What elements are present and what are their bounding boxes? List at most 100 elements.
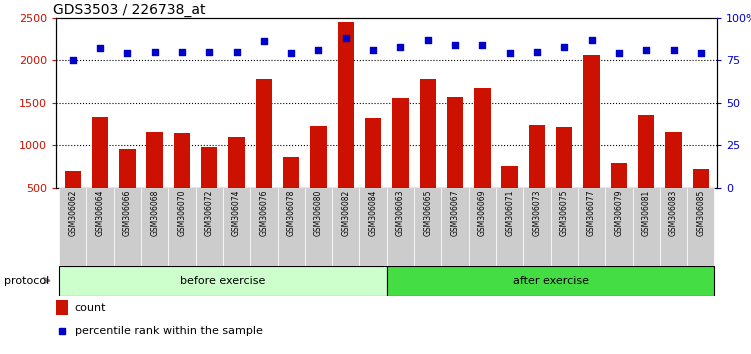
Bar: [255, 79, 272, 230]
Bar: [168, 188, 195, 266]
Text: GSM306078: GSM306078: [287, 190, 296, 236]
Point: [640, 47, 652, 53]
Text: GSM306076: GSM306076: [259, 190, 268, 236]
Bar: [250, 188, 278, 266]
Point: [531, 49, 543, 55]
Text: GSM306063: GSM306063: [396, 190, 405, 236]
Point: [258, 39, 270, 44]
Bar: [332, 188, 360, 266]
Point: [67, 57, 79, 63]
Text: GSM306081: GSM306081: [641, 190, 650, 236]
Text: protocol: protocol: [4, 275, 49, 286]
Point: [367, 47, 379, 53]
Text: GSM306064: GSM306064: [95, 190, 104, 236]
Bar: [283, 158, 300, 230]
Bar: [387, 266, 714, 296]
Point: [504, 51, 516, 56]
Bar: [665, 132, 682, 230]
Bar: [496, 188, 523, 266]
Bar: [692, 169, 709, 230]
Text: after exercise: after exercise: [513, 275, 589, 286]
Bar: [173, 133, 190, 230]
Text: GSM306074: GSM306074: [232, 190, 241, 236]
Point: [394, 44, 406, 50]
Bar: [86, 188, 113, 266]
Text: GSM306075: GSM306075: [559, 190, 569, 236]
Bar: [474, 88, 490, 230]
Bar: [310, 126, 327, 230]
Bar: [392, 98, 409, 230]
Bar: [113, 188, 141, 266]
Bar: [56, 300, 68, 315]
Bar: [469, 188, 496, 266]
Bar: [119, 149, 135, 230]
Bar: [584, 55, 600, 230]
Bar: [223, 188, 250, 266]
Point: [231, 49, 243, 55]
Bar: [687, 188, 714, 266]
Bar: [550, 188, 578, 266]
Text: GSM306070: GSM306070: [177, 190, 186, 236]
Point: [695, 51, 707, 56]
Point: [56, 329, 68, 334]
Text: GSM306069: GSM306069: [478, 190, 487, 236]
Text: GSM306079: GSM306079: [614, 190, 623, 236]
Point: [449, 42, 461, 48]
Bar: [92, 117, 108, 230]
Point: [339, 35, 351, 41]
Bar: [523, 188, 550, 266]
Bar: [201, 147, 218, 230]
Bar: [578, 188, 605, 266]
Point: [558, 44, 570, 50]
Bar: [414, 188, 442, 266]
Bar: [278, 188, 305, 266]
Text: GSM306072: GSM306072: [205, 190, 214, 236]
Bar: [611, 163, 627, 230]
Point: [422, 37, 434, 42]
Bar: [387, 188, 414, 266]
Text: percentile rank within the sample: percentile rank within the sample: [75, 326, 263, 337]
Text: GSM306071: GSM306071: [505, 190, 514, 236]
Text: GSM306067: GSM306067: [451, 190, 460, 236]
Point: [586, 37, 598, 42]
Bar: [59, 188, 86, 266]
Point: [613, 51, 625, 56]
Point: [176, 49, 188, 55]
Bar: [442, 188, 469, 266]
Point: [94, 45, 106, 51]
Bar: [502, 166, 518, 230]
Bar: [420, 79, 436, 230]
Text: count: count: [75, 303, 107, 313]
Point: [312, 47, 324, 53]
Text: GSM306062: GSM306062: [68, 190, 77, 236]
Bar: [632, 188, 660, 266]
Bar: [660, 188, 687, 266]
Text: GSM306083: GSM306083: [669, 190, 678, 236]
Bar: [305, 188, 332, 266]
Text: GSM306084: GSM306084: [369, 190, 378, 236]
Bar: [195, 188, 223, 266]
Bar: [447, 97, 463, 230]
Bar: [529, 125, 545, 230]
Bar: [360, 188, 387, 266]
Text: GSM306066: GSM306066: [123, 190, 132, 236]
Bar: [59, 266, 387, 296]
Text: GSM306065: GSM306065: [424, 190, 433, 236]
Point: [149, 49, 161, 55]
Bar: [605, 188, 632, 266]
Text: before exercise: before exercise: [180, 275, 266, 286]
Bar: [228, 137, 245, 230]
Text: GSM306073: GSM306073: [532, 190, 541, 236]
Bar: [638, 115, 654, 230]
Point: [285, 51, 297, 56]
Text: GDS3503 / 226738_at: GDS3503 / 226738_at: [53, 3, 206, 17]
Bar: [65, 171, 81, 230]
Bar: [338, 22, 354, 230]
Text: GSM306077: GSM306077: [587, 190, 596, 236]
Bar: [141, 188, 168, 266]
Point: [668, 47, 680, 53]
Text: GSM306082: GSM306082: [341, 190, 350, 236]
Text: GSM306068: GSM306068: [150, 190, 159, 236]
Bar: [556, 127, 572, 230]
Bar: [146, 132, 163, 230]
